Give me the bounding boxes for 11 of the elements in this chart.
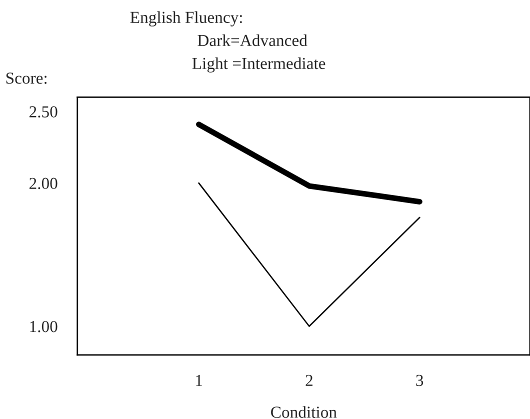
- chart-title: English Fluency:: [130, 11, 242, 26]
- text: Light =Intermediate: [192, 57, 326, 73]
- y-tick-label: 1.00: [30, 320, 58, 332]
- x-tick-label: 3: [416, 374, 424, 386]
- x-tick-label: 1: [196, 374, 202, 386]
- x-axis-title: Condition: [271, 406, 337, 418]
- y-tick-label: 2.50: [30, 106, 58, 118]
- y-axis-title: Score:: [6, 72, 47, 84]
- x-tick-label: 2: [306, 374, 312, 386]
- text: Dark=Advanced: [198, 34, 308, 46]
- y-tick-label: 2.00: [30, 178, 58, 190]
